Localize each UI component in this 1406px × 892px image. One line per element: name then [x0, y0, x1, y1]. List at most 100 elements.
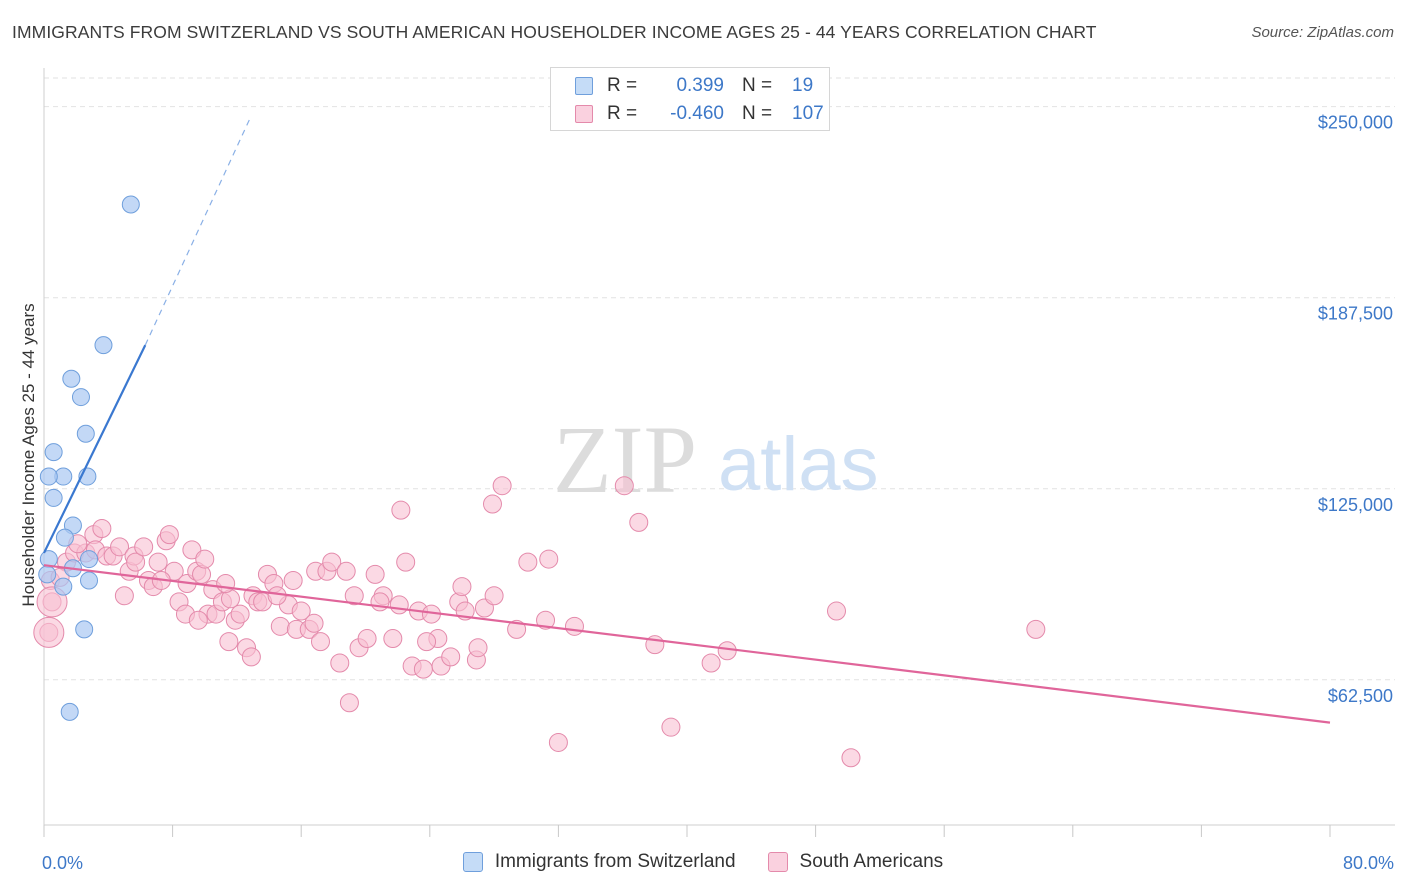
data-point-south-americans [826, 601, 846, 621]
data-point-switzerland [80, 550, 99, 569]
legend-n-value: 19 [792, 75, 814, 96]
axes [43, 68, 1395, 837]
legend-n-label: N = [742, 75, 773, 96]
legend-row-switzerland: R = 0.399 N = 19 [551, 72, 813, 100]
data-point-switzerland [54, 577, 73, 596]
data-point-south-americans [291, 601, 311, 621]
data-point-south-americans [629, 512, 649, 532]
data-point-south-americans [344, 586, 364, 606]
data-point-switzerland [55, 528, 74, 547]
data-point-south-americans [701, 653, 721, 673]
legend-swatch-south-americans [767, 852, 788, 872]
legend-r-label: R = [607, 75, 638, 96]
data-point-south-americans [441, 647, 461, 667]
data-point-south-americans [417, 632, 437, 652]
data-point-south-americans [492, 476, 512, 496]
data-point-south-americans [33, 616, 65, 648]
data-point-switzerland [60, 702, 79, 721]
data-point-south-americans [283, 570, 303, 590]
legend-r-value: 0.399 [676, 75, 724, 96]
data-point-south-americans [134, 537, 154, 557]
legend-n-value: 107 [792, 103, 824, 124]
y-tick-label: $62,500 [1328, 686, 1393, 706]
data-point-south-americans [230, 604, 250, 624]
data-point-south-americans [114, 586, 134, 606]
trend-line-south-americans [43, 564, 1331, 724]
data-point-south-americans [468, 638, 488, 658]
legend-label-switzerland: Immigrants from Switzerland [494, 851, 736, 872]
data-point-south-americans [391, 500, 411, 520]
data-point-south-americans [452, 577, 472, 597]
data-point-south-americans [383, 629, 403, 649]
data-point-switzerland [38, 565, 57, 584]
legend-item-south-americans[interactable]: South Americans [767, 851, 944, 873]
data-point-south-americans [270, 616, 290, 636]
switzerland-points [38, 195, 140, 721]
legend-swatch-pink [575, 105, 593, 123]
data-point-south-americans [336, 561, 356, 581]
data-point-south-americans [92, 519, 112, 539]
data-point-south-americans [357, 629, 377, 649]
data-point-switzerland [94, 336, 113, 355]
trend-line-switzerland [43, 344, 147, 554]
data-point-south-americans [195, 549, 215, 569]
legend-r-value: -0.460 [670, 103, 724, 124]
trend-lines [43, 118, 1331, 724]
y-tick-label: $250,000 [1318, 113, 1393, 133]
data-point-south-americans [389, 595, 409, 615]
data-point-south-americans [539, 549, 559, 569]
data-point-south-americans [548, 732, 568, 752]
legend-swatch-switzerland [462, 852, 483, 872]
data-point-switzerland [44, 443, 63, 462]
data-point-south-americans [661, 717, 681, 737]
x-tick-label: 80.0% [1343, 853, 1394, 873]
watermark: ZIP atlas [553, 406, 879, 513]
data-point-south-americans [396, 552, 416, 572]
data-point-south-americans [1026, 619, 1046, 639]
watermark-zip: ZIP [553, 406, 697, 513]
data-point-south-americans [310, 632, 330, 652]
data-point-south-americans [241, 647, 261, 667]
data-point-south-americans [413, 659, 433, 679]
data-point-south-americans [484, 586, 504, 606]
data-point-south-americans [216, 574, 236, 594]
chart-source: Source: ZipAtlas.com [1251, 24, 1394, 41]
data-point-south-americans [339, 693, 359, 713]
data-point-switzerland [62, 369, 81, 388]
data-point-south-americans [365, 564, 385, 584]
legend-item-switzerland[interactable]: Immigrants from Switzerland [462, 851, 736, 873]
data-point-south-americans [126, 552, 146, 572]
legend-n-label: N = [742, 103, 773, 124]
data-point-south-americans [717, 641, 737, 661]
data-point-switzerland [80, 571, 99, 590]
data-point-south-americans [188, 610, 208, 630]
data-point-south-americans [536, 610, 556, 630]
data-point-south-americans [304, 613, 324, 633]
data-point-south-americans [110, 537, 130, 557]
data-point-switzerland [44, 488, 63, 507]
data-point-south-americans [841, 748, 861, 768]
data-point-south-americans [219, 632, 239, 652]
data-point-switzerland [76, 424, 95, 443]
data-point-south-americans [518, 552, 538, 572]
legend-label-south-americans: South Americans [799, 851, 944, 872]
data-point-switzerland [39, 467, 58, 486]
data-point-south-americans [482, 494, 502, 514]
trend-line-switzerland-extension [144, 118, 251, 346]
legend-row-south-americans: R = -0.460 N = 107 [551, 100, 824, 128]
south-americans-points [33, 476, 1046, 768]
data-point-south-americans [507, 619, 527, 639]
y-tick-label: $125,000 [1318, 495, 1393, 515]
chart-title: IMMIGRANTS FROM SWITZERLAND VS SOUTH AME… [12, 22, 1097, 42]
tick-labels: $62,500 $125,000 $187,500 $250,000 0.0% 80.0% [42, 113, 1394, 873]
data-point-south-americans [159, 525, 179, 545]
data-point-south-americans [330, 653, 350, 673]
data-point-switzerland [71, 388, 90, 407]
data-point-south-americans [614, 476, 634, 496]
correlation-legend: R = 0.399 N = 19 R = -0.460 N = 107 [550, 67, 830, 131]
x-tick-label: 0.0% [42, 853, 83, 873]
data-point-south-americans [564, 616, 584, 636]
legend-r-label: R = [607, 103, 638, 124]
data-point-south-americans [267, 586, 287, 606]
